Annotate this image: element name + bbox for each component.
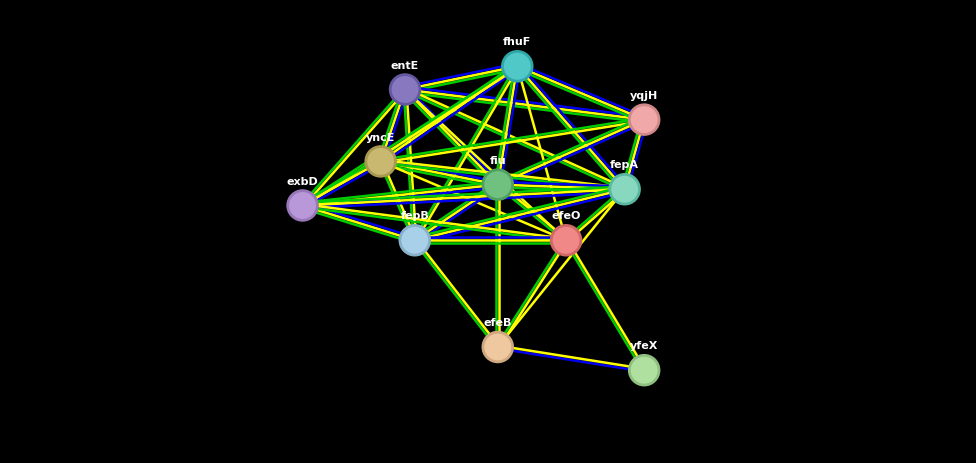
Circle shape	[483, 332, 512, 362]
Text: efeB: efeB	[483, 318, 512, 327]
Text: fiu: fiu	[489, 156, 507, 165]
Circle shape	[610, 175, 639, 205]
Circle shape	[630, 106, 659, 135]
Text: yfeX: yfeX	[630, 341, 659, 350]
Circle shape	[390, 75, 420, 105]
Circle shape	[400, 226, 429, 256]
Text: fepB: fepB	[400, 211, 429, 221]
Text: fepA: fepA	[610, 160, 639, 170]
Circle shape	[551, 226, 581, 256]
Circle shape	[366, 147, 395, 177]
Text: yncE: yncE	[366, 132, 395, 142]
Text: fhuF: fhuF	[504, 38, 531, 47]
Circle shape	[630, 356, 659, 385]
Text: yqjH: yqjH	[630, 91, 658, 100]
Circle shape	[288, 191, 317, 221]
Circle shape	[483, 170, 512, 200]
Text: efeO: efeO	[551, 211, 581, 221]
Circle shape	[503, 52, 532, 82]
Text: entE: entE	[391, 61, 419, 70]
Text: exbD: exbD	[287, 176, 318, 186]
